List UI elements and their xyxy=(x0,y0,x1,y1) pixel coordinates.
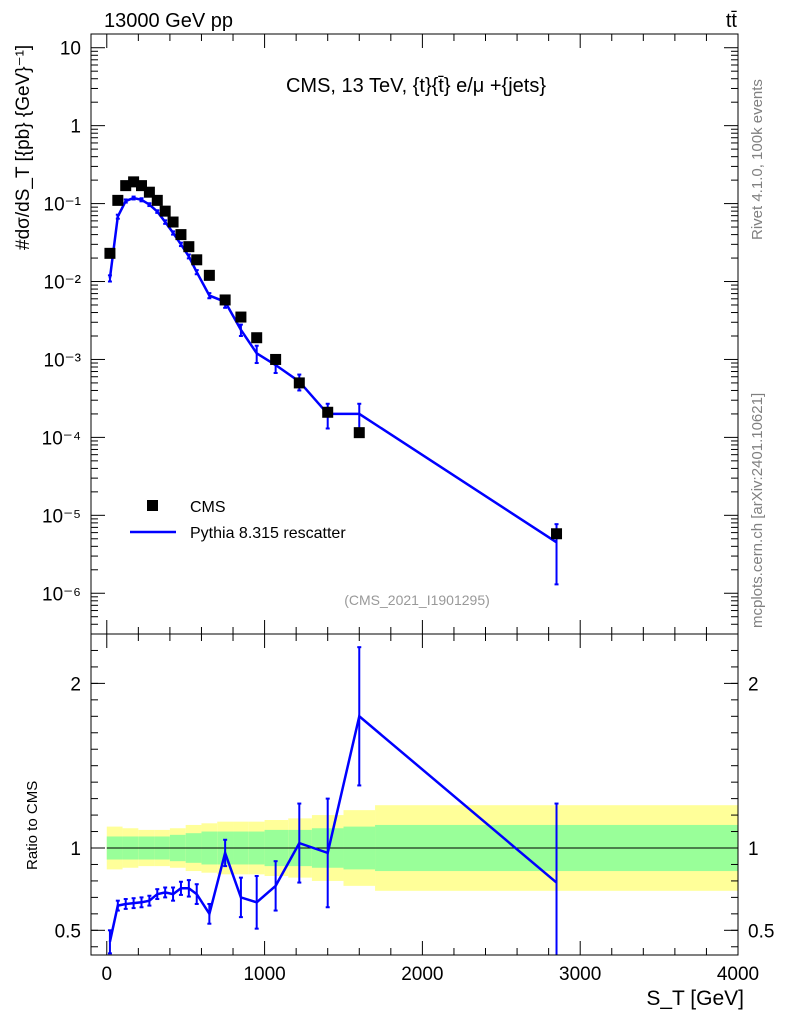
x-tick-label: 3000 xyxy=(559,964,601,985)
x-axis-label: S_T [GeV] xyxy=(646,987,744,1010)
cms-data-point xyxy=(219,294,231,306)
cms-data-point xyxy=(135,180,147,192)
cms-data-point xyxy=(159,205,171,217)
cms-data-point xyxy=(251,332,263,344)
cms-data-point xyxy=(183,241,195,253)
cms-data-point xyxy=(270,353,282,365)
legend: CMS Pythia 8.315 rescatter xyxy=(130,499,346,542)
main-panel: 10 1 10⁻¹ 10⁻² 10⁻³ 10⁻⁴ 10⁻⁵ 10⁻⁶ CMS, 13 TeV,… xyxy=(13,33,739,635)
ratio-uncertainty-bands xyxy=(106,805,738,891)
x-tick-label: 4000 xyxy=(717,964,759,985)
ratio-panel: 0.5 0.5 1 1 2 2 0 1000 2000 3000 4000 Ratio to CMS… xyxy=(24,633,774,1010)
main-y-tick-label: 10⁻¹ xyxy=(44,195,82,216)
cms-data-point xyxy=(128,176,140,188)
main-y-tick-label: 10 xyxy=(60,39,81,60)
ratio-plot-area xyxy=(90,633,739,956)
cms-data-point xyxy=(143,186,155,198)
ratio-y-tick-label: 2 xyxy=(70,674,81,695)
rivet-version-label: Rivet 4.1.0, 100k events xyxy=(749,79,766,240)
main-plot-area xyxy=(90,33,739,635)
ratio-pythia-line xyxy=(108,714,558,943)
main-axis-ticks: 10 1 10⁻¹ 10⁻² 10⁻³ 10⁻⁴ 10⁻⁵ 10⁻⁶ xyxy=(42,34,739,635)
main-y-axis-label: #dσ/dS_T [{pb} {GeV}⁻¹] xyxy=(13,45,34,250)
main-y-tick-label: 10⁻³ xyxy=(44,350,82,371)
main-y-tick-label: 10⁻⁵ xyxy=(42,506,81,527)
x-tick-label: 2000 xyxy=(401,964,443,985)
cms-data-point xyxy=(203,269,215,281)
ratio-y-tick-label-right: 2 xyxy=(748,674,759,695)
cms-data-point xyxy=(104,247,116,259)
ratio-y-tick-label: 0.5 xyxy=(55,921,81,942)
main-series xyxy=(104,176,563,586)
ratio-y-tick-label-right: 1 xyxy=(748,839,759,860)
ratio-y-tick-label-right: 0.5 xyxy=(748,921,774,942)
ratio-y-axis-label: Ratio to CMS xyxy=(24,781,41,870)
main-chart-title: CMS, 13 TeV, {t}{t̄} e/μ +{jets} xyxy=(286,75,546,97)
main-y-tick-label: 10⁻⁶ xyxy=(42,584,81,605)
main-y-tick-label: 1 xyxy=(70,117,81,138)
cms-data-point xyxy=(293,377,305,389)
legend-label-pythia: Pythia 8.315 rescatter xyxy=(190,525,346,542)
ratio-series xyxy=(107,646,559,955)
process-label: tt̄ xyxy=(726,10,738,32)
legend-label-cms: CMS xyxy=(190,499,226,516)
energy-label: 13000 GeV pp xyxy=(104,10,233,32)
cms-data-point xyxy=(353,427,365,439)
cms-data-point xyxy=(120,180,132,192)
analysis-tag: (CMS_2021_I1901295) xyxy=(344,592,490,608)
legend-marker-cms xyxy=(147,500,158,511)
cms-data-point xyxy=(322,406,334,418)
x-tick-label: 0 xyxy=(101,964,112,985)
cms-data-point xyxy=(551,528,563,540)
cms-data-point xyxy=(112,194,124,206)
source-label: mcplots.cern.ch [arXiv:2401.10621] xyxy=(749,393,766,628)
pythia-line xyxy=(108,196,558,544)
cms-data-point xyxy=(167,216,179,228)
main-y-tick-label: 10⁻⁴ xyxy=(42,428,81,449)
cms-data-point xyxy=(191,254,203,266)
ratio-axis-ticks: 0.5 0.5 1 1 2 2 0 1000 2000 3000 4000 xyxy=(55,634,774,985)
ratio-y-tick-label: 1 xyxy=(70,839,81,860)
cms-data-point xyxy=(175,229,187,241)
main-y-tick-label: 10⁻² xyxy=(44,273,82,294)
cms-data-point xyxy=(151,194,163,206)
cms-data-point xyxy=(235,311,247,323)
x-tick-label: 1000 xyxy=(243,964,285,985)
